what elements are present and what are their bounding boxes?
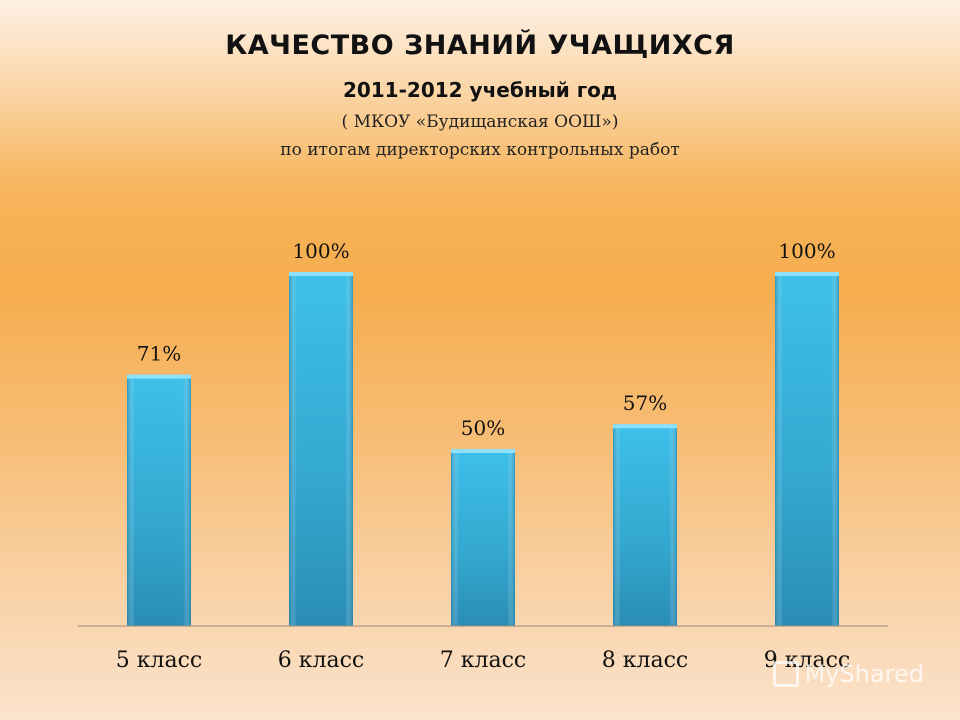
data-label-5: 100% <box>778 239 835 263</box>
school-name: ( МКОУ «Будищанская ООШ») <box>341 112 619 132</box>
x-tick-label-5: 9 класс <box>764 648 850 673</box>
bar-top-3 <box>451 449 515 453</box>
x-tick-label-2: 6 класс <box>278 648 364 673</box>
watermark-icon <box>772 661 799 687</box>
slide-title: КАЧЕСТВО ЗНАНИЙ УЧАЩИХСЯ <box>225 30 735 61</box>
x-tick-label-4: 8 класс <box>602 648 688 673</box>
bar-shading-4 <box>613 424 677 626</box>
bar-top-5 <box>775 272 839 276</box>
bar-shading-5 <box>775 272 839 626</box>
bar-shading-1 <box>127 374 191 626</box>
bar-top-2 <box>289 272 353 276</box>
data-label-3: 50% <box>461 416 505 440</box>
data-label-1: 71% <box>137 342 181 366</box>
bar-shading-2 <box>289 272 353 626</box>
bar-top-4 <box>613 424 677 429</box>
data-label-2: 100% <box>292 239 349 263</box>
bar-top-1 <box>127 374 191 379</box>
x-tick-label-1: 5 класс <box>116 648 202 673</box>
bar-shading-3 <box>451 449 515 626</box>
data-label-4: 57% <box>623 391 667 415</box>
x-tick-label-3: 7 класс <box>440 648 526 673</box>
slide-note: по итогам директорских контрольных работ <box>280 140 680 160</box>
slide-subtitle: 2011-2012 учебный год <box>342 78 618 102</box>
watermark: MyShared <box>772 660 924 688</box>
watermark-text: MyShared <box>804 660 924 688</box>
